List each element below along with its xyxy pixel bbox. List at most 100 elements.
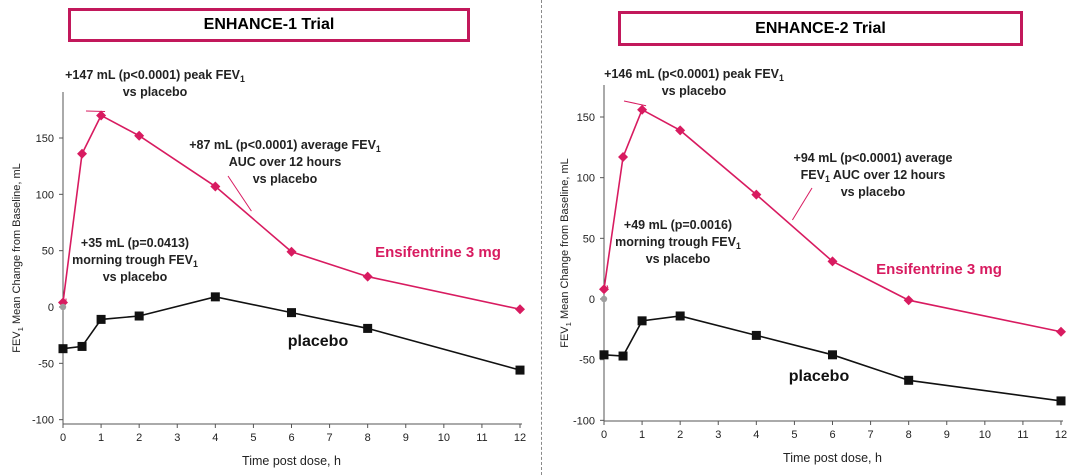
ensifentrine-point bbox=[637, 104, 648, 115]
x-tick-label: 11 bbox=[1017, 429, 1028, 441]
ensifentrine-point bbox=[618, 152, 629, 163]
placebo-point bbox=[637, 316, 647, 326]
y-tick-label: -50 bbox=[38, 358, 54, 370]
baseline-point bbox=[59, 303, 67, 311]
baseline-point bbox=[600, 295, 608, 303]
x-tick-label: 0 bbox=[60, 432, 66, 444]
y-tick-label: 100 bbox=[36, 189, 54, 201]
placebo-point bbox=[599, 350, 609, 360]
ensifentrine-point bbox=[903, 295, 914, 306]
ensifentrine-point bbox=[96, 110, 107, 121]
placebo-label: placebo bbox=[789, 368, 850, 385]
placebo-point bbox=[363, 323, 373, 333]
placebo-series-line bbox=[603, 315, 1062, 402]
x-tick-label: 12 bbox=[514, 432, 526, 444]
average-annotation: +94 mL (p<0.0001) average FEV1 AUC over 1… bbox=[794, 151, 953, 199]
x-tick-label: 2 bbox=[677, 429, 683, 441]
ensifentrine-label: Ensifentrine 3 mg bbox=[876, 261, 1002, 278]
placebo-point bbox=[515, 365, 525, 375]
y-tick-label: -50 bbox=[579, 355, 595, 367]
y-tick-label: 150 bbox=[36, 133, 54, 145]
placebo-point bbox=[96, 314, 106, 324]
trough-annotation-line: +49 mL (p=0.0016) bbox=[624, 218, 732, 232]
placebo-point bbox=[828, 350, 837, 360]
ensifentrine-point bbox=[751, 189, 762, 200]
peak-annotation-line: +146 mL (p<0.0001) peak FEV1 bbox=[604, 67, 784, 83]
x-tick-label: 8 bbox=[906, 429, 912, 441]
y-axis-label: FEV1 Mean Change from Baseline, mL bbox=[559, 158, 573, 348]
placebo-point bbox=[58, 344, 68, 354]
trough-annotation-line: morning trough FEV1 bbox=[615, 235, 741, 251]
placebo-label: placebo bbox=[288, 333, 349, 350]
ensifentrine-point bbox=[134, 130, 145, 141]
x-tick-label: 3 bbox=[715, 429, 721, 441]
ensifentrine-point bbox=[599, 284, 609, 295]
x-tick-label: 7 bbox=[327, 432, 333, 444]
x-tick-label: 10 bbox=[438, 432, 450, 444]
average-annotation-line: +94 mL (p<0.0001) average bbox=[794, 151, 953, 165]
peak-annotation-line: vs placebo bbox=[662, 84, 727, 98]
x-tick-label: 3 bbox=[174, 432, 180, 444]
y-tick-label: 0 bbox=[589, 294, 595, 306]
y-tick-label: -100 bbox=[573, 415, 595, 427]
ensifentrine-point bbox=[77, 148, 88, 159]
x-tick-label: 1 bbox=[639, 429, 645, 441]
y-tick-label: -100 bbox=[32, 415, 54, 427]
x-tick-label: 5 bbox=[791, 429, 797, 441]
x-tick-label: 1 bbox=[98, 432, 104, 444]
x-tick-label: 6 bbox=[288, 432, 294, 444]
trough-annotation-line: vs placebo bbox=[103, 270, 168, 284]
x-axis-label: Time post dose, h bbox=[242, 454, 341, 468]
ensifentrine-point bbox=[827, 256, 838, 267]
placebo-point bbox=[287, 308, 296, 318]
average-annotation-line: vs placebo bbox=[253, 172, 318, 186]
trough-annotation-line: morning trough FEV1 bbox=[72, 253, 198, 269]
panel-divider bbox=[541, 0, 542, 475]
placebo-point bbox=[77, 341, 87, 351]
ensifentrine-series-line bbox=[62, 114, 521, 311]
average-annotation-line: vs placebo bbox=[841, 185, 906, 199]
ensifentrine-point bbox=[210, 181, 221, 192]
x-tick-label: 9 bbox=[403, 432, 409, 444]
y-tick-label: 150 bbox=[577, 112, 595, 124]
ensifentrine-point bbox=[1056, 326, 1066, 337]
placebo-point bbox=[210, 292, 220, 302]
x-tick-label: 4 bbox=[212, 432, 218, 444]
average-annotation-line: +87 mL (p<0.0001) average FEV1 bbox=[189, 138, 381, 154]
peak-annotation-line: +147 mL (p<0.0001) peak FEV1 bbox=[65, 68, 245, 84]
ensifentrine-label: Ensifentrine 3 mg bbox=[375, 244, 501, 261]
enhance-2-title: ENHANCE-2 Trial bbox=[618, 11, 1023, 46]
x-tick-label: 10 bbox=[979, 429, 991, 441]
y-tick-label: 0 bbox=[48, 302, 54, 314]
trough-annotation-pointer bbox=[606, 285, 609, 289]
average-annotation-line: AUC over 12 hours bbox=[229, 155, 342, 169]
x-axis-label: Time post dose, h bbox=[783, 451, 882, 465]
ensifentrine-point bbox=[286, 246, 297, 257]
placebo-point bbox=[618, 351, 628, 361]
peak-annotation-pointer bbox=[623, 100, 647, 107]
y-tick-label: 100 bbox=[577, 173, 595, 185]
placebo-point bbox=[904, 375, 914, 385]
enhance-1-title: ENHANCE-1 Trial bbox=[68, 8, 470, 42]
x-tick-label: 11 bbox=[476, 432, 487, 444]
placebo-point bbox=[134, 311, 144, 321]
y-axis-label: FEV1 Mean Change from Baseline, mL bbox=[11, 163, 25, 353]
ensifentrine-point bbox=[362, 271, 373, 282]
ensifentrine-series-line bbox=[603, 108, 1062, 333]
ensifentrine-point bbox=[515, 304, 525, 315]
x-tick-label: 5 bbox=[250, 432, 256, 444]
x-tick-label: 12 bbox=[1055, 429, 1067, 441]
x-tick-label: 4 bbox=[753, 429, 759, 441]
peak-annotation-line: vs placebo bbox=[123, 85, 188, 99]
placebo-point bbox=[675, 311, 685, 321]
trough-annotation-line: +35 mL (p=0.0413) bbox=[81, 236, 189, 250]
placebo-point bbox=[751, 330, 761, 340]
y-tick-label: 50 bbox=[42, 246, 54, 258]
